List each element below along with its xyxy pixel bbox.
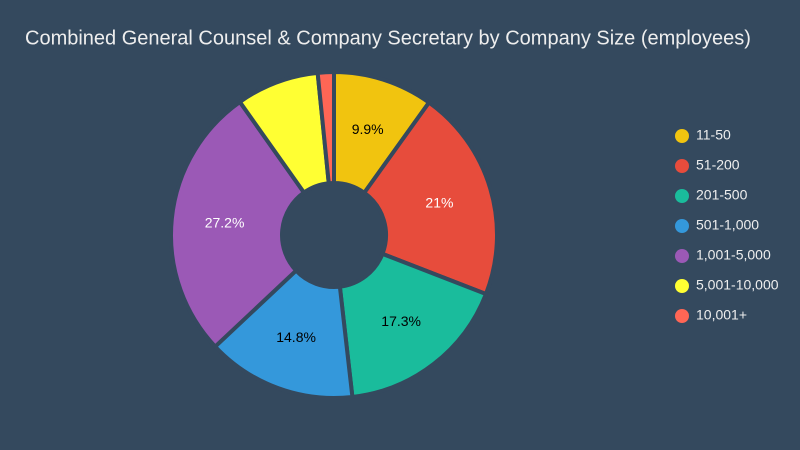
legend-swatch	[675, 309, 689, 323]
chart-title: Combined General Counsel & Company Secre…	[25, 27, 751, 49]
legend-swatch	[675, 219, 689, 233]
slice	[212, 267, 355, 400]
slice	[169, 99, 307, 350]
legend-label: 501-1,000	[696, 217, 759, 233]
legend-label: 10,001+	[696, 307, 747, 323]
slice-label: 27.2%	[205, 215, 245, 231]
slice	[361, 99, 499, 297]
slice-label: 14.8%	[276, 329, 316, 345]
legend-label: 5,001-10,000	[696, 277, 779, 293]
legend-label: 51-200	[696, 157, 740, 173]
legend-label: 11-50	[696, 127, 731, 143]
legend-swatch	[675, 279, 689, 293]
slice-label: 9.9%	[352, 121, 384, 137]
legend-swatch	[675, 189, 689, 203]
legend-swatch	[675, 129, 689, 143]
legend-label: 201-500	[696, 187, 748, 203]
legend-swatch	[675, 249, 689, 263]
slice	[337, 251, 489, 400]
legend-label: 1,001-5,000	[696, 247, 771, 263]
slice-label: 17.3%	[381, 313, 421, 329]
slice	[315, 69, 336, 186]
slice-label: 21%	[425, 194, 453, 210]
legend-swatch	[675, 159, 689, 173]
